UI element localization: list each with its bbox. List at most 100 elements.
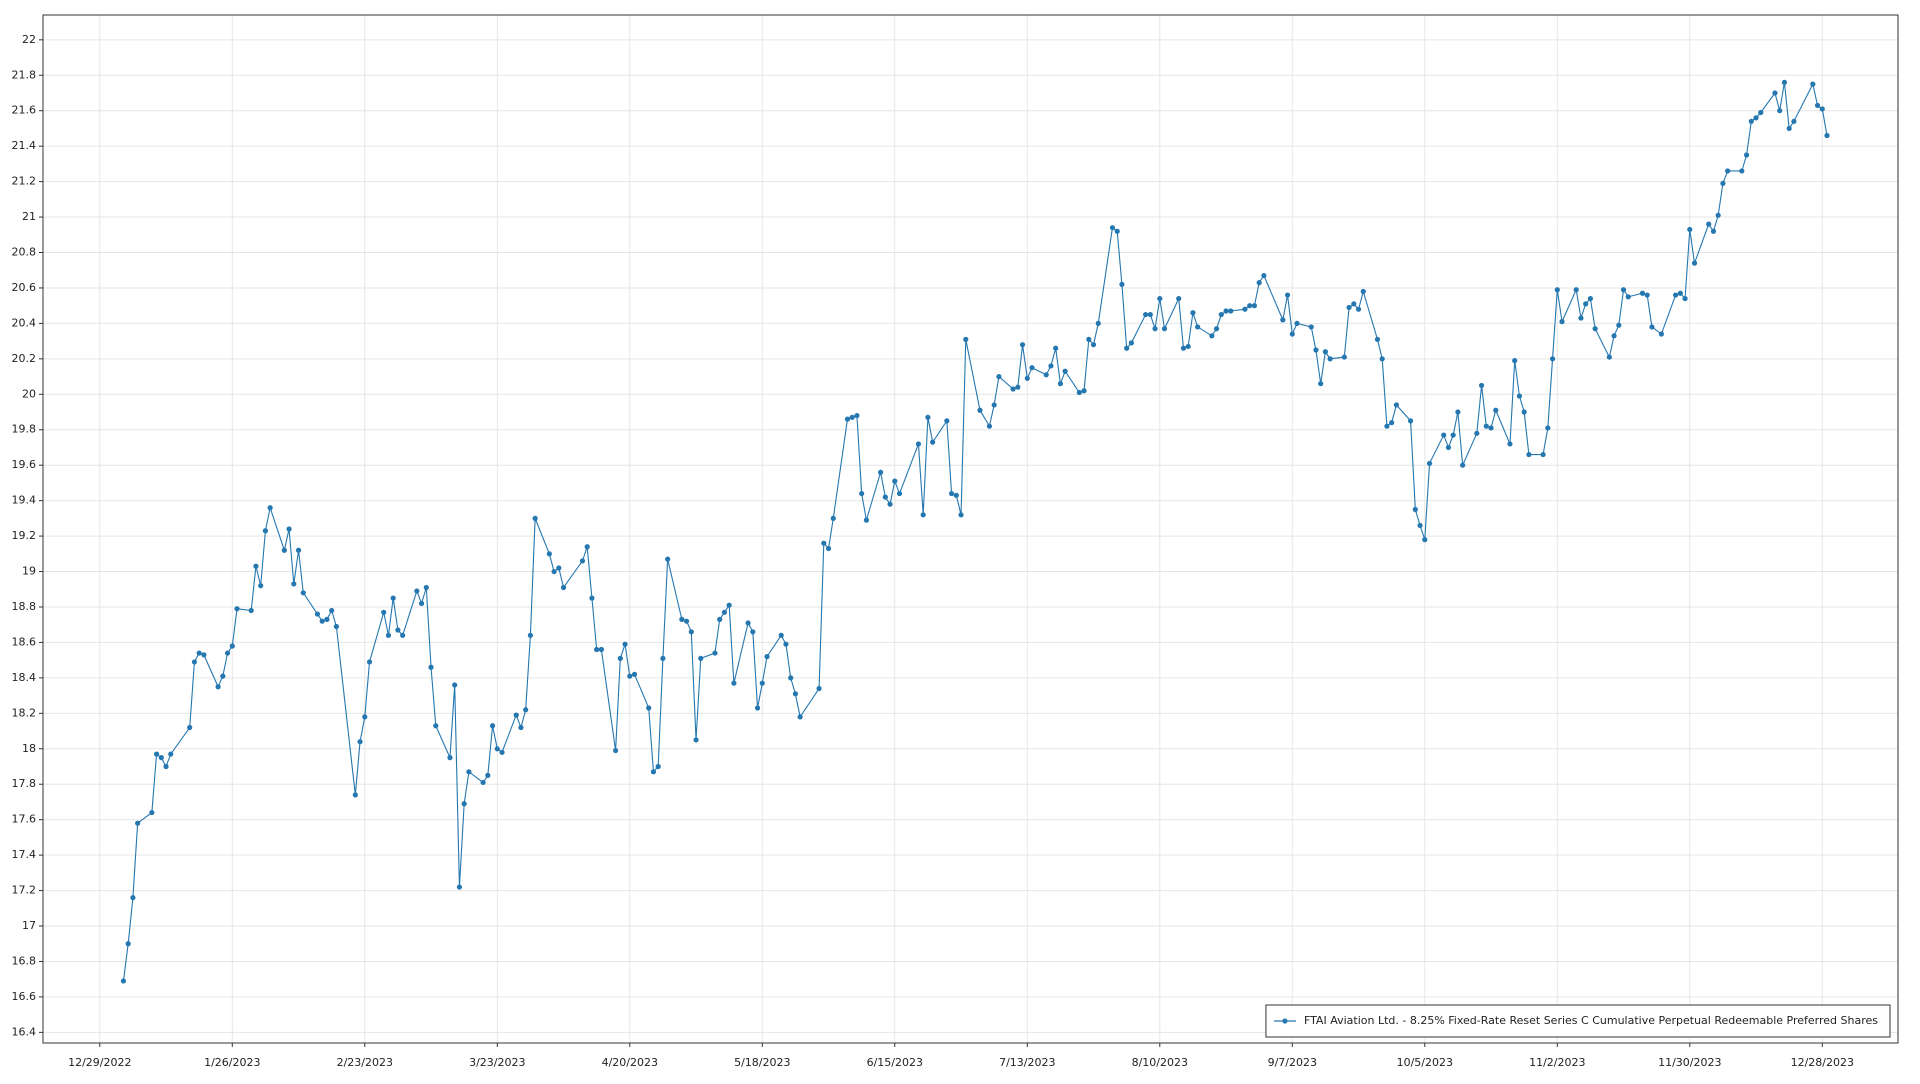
- data-point: [655, 763, 661, 770]
- data-point: [589, 595, 595, 601]
- data-point: [1313, 347, 1319, 353]
- data-point: [1195, 324, 1201, 330]
- data-point: [986, 423, 993, 429]
- y-tick-label: 20.6: [12, 281, 37, 294]
- x-tick-label: 11/30/2023: [1658, 1056, 1721, 1069]
- data-point: [125, 941, 131, 947]
- data-point: [1644, 292, 1650, 298]
- data-point: [1351, 301, 1357, 307]
- data-point: [319, 618, 325, 624]
- data-point: [135, 820, 141, 826]
- data-point: [1445, 444, 1452, 451]
- data-point: [948, 490, 955, 497]
- data-point: [1048, 363, 1054, 369]
- data-point: [1114, 228, 1120, 234]
- data-point: [1029, 365, 1035, 371]
- y-tick-label: 19.2: [12, 529, 37, 542]
- data-point: [1720, 180, 1726, 186]
- data-point: [849, 414, 855, 420]
- data-point: [1781, 79, 1788, 85]
- data-point: [1124, 345, 1130, 351]
- data-point: [1710, 228, 1717, 234]
- data-point: [797, 714, 803, 720]
- data-point: [1814, 102, 1821, 108]
- data-point: [485, 772, 491, 778]
- data-point: [693, 737, 699, 743]
- data-point: [1478, 382, 1485, 389]
- data-point: [168, 751, 174, 757]
- data-point: [1753, 115, 1759, 121]
- data-point: [324, 616, 330, 622]
- data-point: [1441, 432, 1447, 438]
- data-point: [418, 600, 425, 607]
- data-point: [1076, 389, 1082, 396]
- data-point: [863, 517, 869, 523]
- data-point: [792, 691, 799, 697]
- data-point: [456, 884, 463, 890]
- data-point: [1284, 292, 1291, 298]
- x-tick-label: 1/26/2023: [204, 1056, 260, 1069]
- x-tick-label: 11/2/2023: [1529, 1056, 1585, 1069]
- data-point: [1507, 441, 1513, 447]
- data-point: [788, 675, 794, 681]
- data-point: [390, 595, 396, 601]
- x-tick-label: 9/7/2023: [1268, 1056, 1317, 1069]
- data-point: [1090, 342, 1097, 348]
- x-tick-label: 10/5/2023: [1397, 1056, 1453, 1069]
- data-point: [1791, 118, 1797, 124]
- data-point: [518, 724, 524, 731]
- data-point: [859, 490, 865, 497]
- data-point: [1308, 324, 1314, 330]
- y-tick-label: 19.6: [12, 458, 37, 471]
- data-point: [1019, 342, 1026, 348]
- data-point: [329, 607, 335, 614]
- data-point: [224, 650, 231, 656]
- x-tick-label: 8/10/2023: [1132, 1056, 1188, 1069]
- data-point: [556, 565, 562, 571]
- data-point: [1549, 356, 1556, 362]
- data-point: [1374, 336, 1381, 342]
- data-point: [1218, 311, 1224, 318]
- data-point: [1682, 295, 1688, 302]
- x-tick-label: 2/23/2023: [337, 1056, 393, 1069]
- data-point: [1256, 280, 1262, 286]
- data-point: [314, 611, 321, 617]
- y-tick-label: 20.8: [12, 246, 37, 259]
- data-point: [646, 705, 652, 711]
- y-tick-label: 21.2: [12, 175, 37, 188]
- data-point: [660, 655, 666, 661]
- data-point: [1015, 384, 1021, 390]
- data-point: [1455, 409, 1461, 415]
- data-point: [991, 402, 997, 408]
- data-point: [1142, 311, 1149, 318]
- legend: FTAI Aviation Ltd. - 8.25% Fixed-Rate Re…: [1265, 1004, 1891, 1038]
- data-point: [1743, 152, 1750, 158]
- data-point: [844, 416, 851, 422]
- legend-label: FTAI Aviation Ltd. - 8.25% Fixed-Rate Re…: [1304, 1014, 1878, 1027]
- data-point: [262, 528, 269, 534]
- data-point: [1493, 407, 1499, 413]
- data-point: [291, 581, 297, 587]
- data-point: [423, 584, 429, 591]
- data-point: [721, 609, 728, 615]
- data-point: [896, 490, 903, 497]
- x-tick-label: 7/13/2023: [999, 1056, 1055, 1069]
- data-point: [1280, 317, 1286, 323]
- data-point: [1526, 451, 1532, 458]
- data-point: [1725, 168, 1731, 174]
- data-point: [816, 685, 822, 692]
- data-point: [452, 682, 458, 688]
- y-tick-label: 20: [22, 387, 36, 400]
- data-point: [665, 556, 671, 562]
- data-point: [532, 515, 538, 521]
- data-point: [579, 558, 586, 564]
- data-point: [1488, 425, 1494, 431]
- data-point: [1450, 432, 1456, 438]
- y-tick-label: 20.2: [12, 352, 37, 365]
- data-point: [362, 714, 368, 720]
- data-point: [1346, 304, 1352, 311]
- data-point: [428, 664, 434, 670]
- data-point: [466, 769, 472, 775]
